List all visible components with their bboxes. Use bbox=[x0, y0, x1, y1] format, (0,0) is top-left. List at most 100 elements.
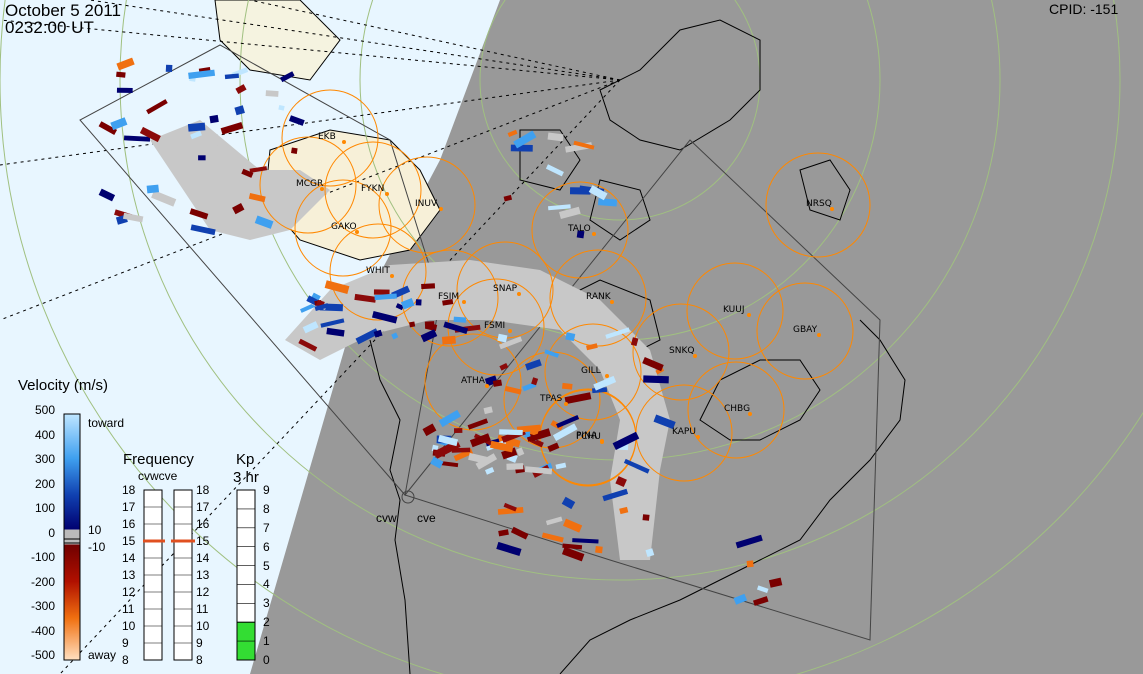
kp-tick: 9 bbox=[263, 483, 270, 497]
velocity-vector bbox=[499, 429, 523, 436]
velocity-vector bbox=[562, 518, 583, 533]
station-label-nrsq: NRSQ bbox=[806, 199, 832, 209]
velocity-tick: 300 bbox=[34, 452, 55, 466]
station-label-fykn: FYKN bbox=[361, 184, 385, 194]
kp-tick: 5 bbox=[263, 558, 270, 573]
station-dot-gill bbox=[605, 374, 609, 378]
velocity-vector bbox=[453, 316, 467, 323]
velocity-vector bbox=[506, 463, 524, 470]
cpid-label: CPID: -151 bbox=[1049, 1, 1119, 17]
station-circle-mcgr bbox=[259, 136, 357, 234]
station-label-atha: ATHA bbox=[461, 376, 485, 386]
velocity-vector bbox=[188, 69, 216, 79]
frequency-tick-left: 18 bbox=[122, 483, 136, 497]
station-label-talo: TALO bbox=[568, 224, 591, 234]
station-dot-snap bbox=[517, 292, 521, 296]
velocity-legend-title: Velocity (m/s) bbox=[18, 377, 109, 394]
kp-tick: 1 bbox=[263, 634, 270, 649]
velocity-vector bbox=[516, 447, 525, 457]
kp-bar bbox=[236, 489, 256, 661]
velocity-vector bbox=[443, 321, 469, 334]
frequency-tick-right: 9 bbox=[196, 636, 203, 650]
kp-tick: 7 bbox=[263, 520, 270, 535]
coastline-arctic-islands bbox=[519, 19, 851, 241]
velocity-vector bbox=[302, 321, 319, 334]
velocity-vector bbox=[573, 140, 595, 150]
velocity-vector bbox=[499, 362, 509, 371]
velocity-vector bbox=[642, 514, 650, 521]
station-label-gbay: GBAY bbox=[793, 325, 818, 335]
velocity-vector bbox=[249, 166, 268, 173]
velocity-vector bbox=[291, 147, 298, 154]
velocity-vector bbox=[98, 121, 118, 135]
coastline-north-america bbox=[369, 319, 906, 674]
velocity-vector bbox=[232, 203, 245, 215]
frequency-bars bbox=[143, 489, 195, 661]
velocity-vector bbox=[371, 311, 398, 324]
station-circle-gill bbox=[544, 323, 642, 421]
velocity-vector bbox=[501, 447, 518, 460]
velocity-vector bbox=[441, 335, 456, 345]
velocity-tick: 500 bbox=[34, 403, 55, 417]
velocity-vector bbox=[300, 303, 316, 313]
kp-tick: 2 bbox=[263, 615, 270, 630]
velocity-vector bbox=[572, 538, 599, 544]
velocity-vector bbox=[422, 423, 437, 437]
station-label-snap: SNAP bbox=[493, 284, 518, 294]
station-label-snkq: SNKQ bbox=[669, 346, 695, 356]
velocity-vector bbox=[354, 293, 377, 303]
velocity-vector bbox=[602, 488, 629, 502]
station-circle-gako bbox=[294, 179, 392, 277]
velocity-vector bbox=[438, 409, 461, 428]
velocity-vector bbox=[424, 321, 435, 329]
station-label-ekb: EKB bbox=[318, 132, 336, 142]
velocity-vector bbox=[524, 466, 553, 475]
away-label: away bbox=[88, 648, 117, 662]
velocity-vector bbox=[498, 529, 509, 537]
frequency-tick-right: 17 bbox=[196, 500, 210, 514]
velocity-vector bbox=[735, 534, 763, 549]
velocity-vector bbox=[469, 433, 491, 448]
station-circle-snkq bbox=[632, 303, 730, 401]
velocity-vector bbox=[503, 194, 513, 202]
station-circle-inuv bbox=[378, 156, 476, 254]
velocity-vector bbox=[298, 338, 318, 352]
station-label-chbg: CHBG bbox=[724, 404, 751, 414]
velocity-vector bbox=[421, 283, 436, 290]
station-circle-rank bbox=[549, 249, 647, 347]
velocity-tick: -100 bbox=[30, 550, 55, 564]
station-dot-snkq bbox=[693, 354, 697, 358]
velocity-vector bbox=[489, 440, 514, 453]
station-label-pina: PINA bbox=[576, 431, 597, 441]
velocity-vector bbox=[504, 385, 522, 395]
velocity-vector bbox=[593, 375, 617, 391]
gs-tick-neg: -10 bbox=[88, 540, 106, 554]
frequency-tick-left: 17 bbox=[122, 500, 136, 514]
gs-tick-pos: 10 bbox=[88, 523, 102, 537]
station-circle-gbay bbox=[756, 282, 854, 380]
velocity-vector bbox=[326, 327, 345, 337]
velocity-vector bbox=[122, 212, 144, 223]
time-label: 0232:00 UT bbox=[5, 18, 94, 37]
velocity-vector bbox=[562, 382, 573, 390]
velocity-vector bbox=[116, 87, 133, 93]
velocity-vector bbox=[768, 577, 783, 588]
velocity-vector bbox=[190, 130, 202, 140]
velocity-vector bbox=[187, 122, 206, 132]
station-label-tpas: TPAS bbox=[540, 394, 563, 404]
velocity-vector bbox=[442, 299, 454, 306]
station-dot-chbg bbox=[748, 412, 752, 416]
velocity-vector bbox=[561, 546, 585, 562]
velocity-vector bbox=[545, 516, 563, 526]
velocity-tick: -400 bbox=[30, 623, 55, 638]
station-dot-tpas bbox=[564, 402, 568, 406]
frequency-tick-left: 8 bbox=[122, 653, 129, 667]
velocity-vector bbox=[485, 466, 495, 475]
velocity-vector bbox=[541, 532, 564, 543]
velocity-vector bbox=[598, 198, 618, 207]
radar-site-marker bbox=[401, 490, 415, 504]
velocity-vector bbox=[280, 71, 295, 83]
velocity-vector bbox=[516, 424, 542, 433]
velocity-colorbar bbox=[63, 413, 81, 661]
